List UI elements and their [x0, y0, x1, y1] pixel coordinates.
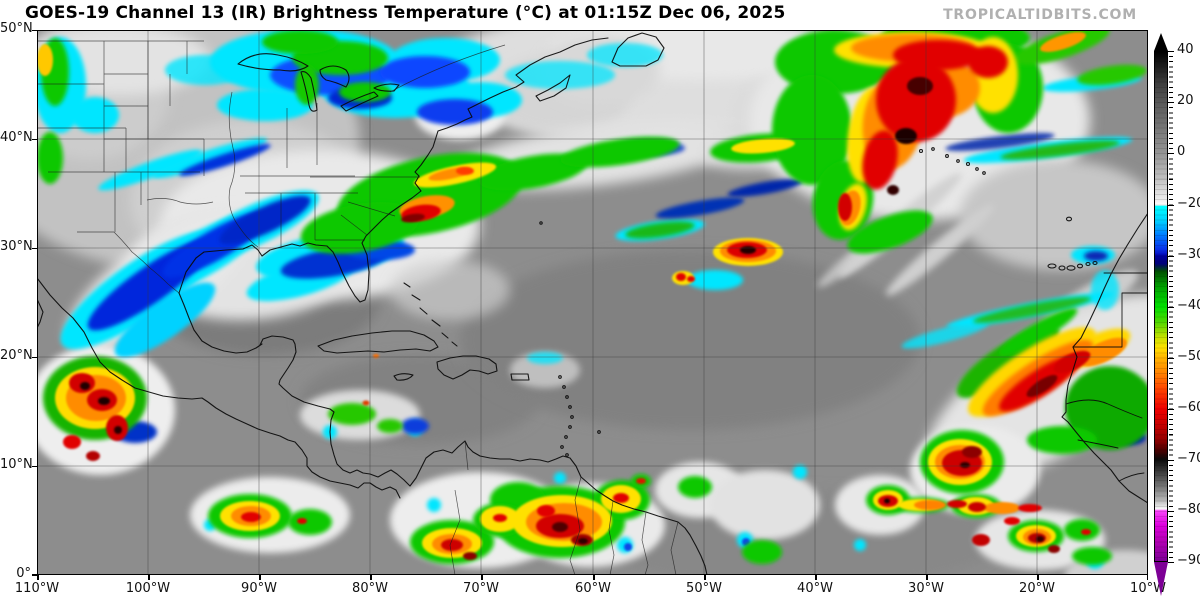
lon-label: 10°W — [1130, 581, 1166, 596]
colorbar-tick-label: −60 — [1177, 400, 1200, 415]
colorbar-tick — [1168, 101, 1174, 103]
lon-tick — [148, 575, 150, 580]
lon-label: 40°W — [797, 581, 833, 596]
colorbar-tick-label: 0 — [1177, 144, 1186, 159]
lon-label: 20°W — [1019, 581, 1055, 596]
lon-label: 90°W — [241, 581, 277, 596]
colorbar-tick-label: 20 — [1177, 93, 1194, 108]
lon-label: 80°W — [352, 581, 388, 596]
colorbar-tick — [1168, 255, 1174, 257]
lon-tick — [815, 575, 817, 580]
lat-tick — [32, 356, 37, 358]
colorbar — [1154, 51, 1168, 562]
colorbar-tick — [1168, 459, 1174, 461]
lat-label: 40°N — [0, 130, 33, 145]
colorbar-tick-label: 40 — [1177, 42, 1194, 57]
lat-tick — [32, 574, 37, 576]
colorbar-tick — [1168, 306, 1174, 308]
lon-label: 30°W — [908, 581, 944, 596]
lon-label: 100°W — [125, 581, 171, 596]
page-title: GOES-19 Channel 13 (IR) Brightness Tempe… — [25, 3, 786, 23]
colorbar-tick — [1168, 152, 1174, 154]
lon-tick — [593, 575, 595, 580]
lat-label: 20°N — [0, 348, 33, 363]
lat-label: 0° — [16, 566, 31, 581]
colorbar-tick-label: −40 — [1177, 298, 1200, 313]
colorbar-extend-above-arrow — [1154, 33, 1168, 51]
lat-label: 50°N — [0, 21, 33, 36]
coastlines-layer — [37, 32, 1148, 575]
state-borders-layer — [37, 40, 679, 575]
lon-label: 50°W — [686, 581, 722, 596]
colorbar-tick — [1168, 204, 1174, 206]
lon-tick — [1146, 575, 1148, 580]
satellite-map-image — [37, 30, 1148, 575]
lon-label: 70°W — [463, 581, 499, 596]
colorbar-tick-label: −90 — [1177, 553, 1200, 568]
colorbar-tick-label: −20 — [1177, 196, 1200, 211]
colorbar-tick — [1168, 50, 1174, 52]
colorbar-tick-label: −50 — [1177, 349, 1200, 364]
lon-tick — [259, 575, 261, 580]
lon-label: 60°W — [575, 581, 611, 596]
colorbar-tick-label: −80 — [1177, 502, 1200, 517]
colorbar-tick — [1168, 408, 1174, 410]
colorbar-step-lines — [1154, 51, 1168, 562]
lat-tick — [32, 138, 37, 140]
lat-label: 30°N — [0, 239, 33, 254]
lon-tick — [1037, 575, 1039, 580]
colorbar-tick — [1168, 561, 1174, 563]
satellite-map-svg — [37, 30, 1148, 575]
colorbar-extend-below-arrow — [1154, 562, 1168, 596]
lon-label: 110°W — [14, 581, 60, 596]
colorbar-tick — [1168, 357, 1174, 359]
lon-tick — [926, 575, 928, 580]
lat-tick — [32, 465, 37, 467]
lon-tick — [481, 575, 483, 580]
lon-tick — [704, 575, 706, 580]
colorbar-tick-label: −70 — [1177, 451, 1200, 466]
lat-label: 10°N — [0, 457, 33, 472]
colorbar-tick — [1168, 510, 1174, 512]
lat-tick — [32, 29, 37, 31]
lon-tick — [370, 575, 372, 580]
colorbar-tick-label: −30 — [1177, 247, 1200, 262]
convection-layer — [37, 30, 1148, 569]
lon-tick — [37, 575, 39, 580]
lat-tick — [32, 247, 37, 249]
watermark: TROPICALTIDBITS.COM — [943, 7, 1137, 23]
